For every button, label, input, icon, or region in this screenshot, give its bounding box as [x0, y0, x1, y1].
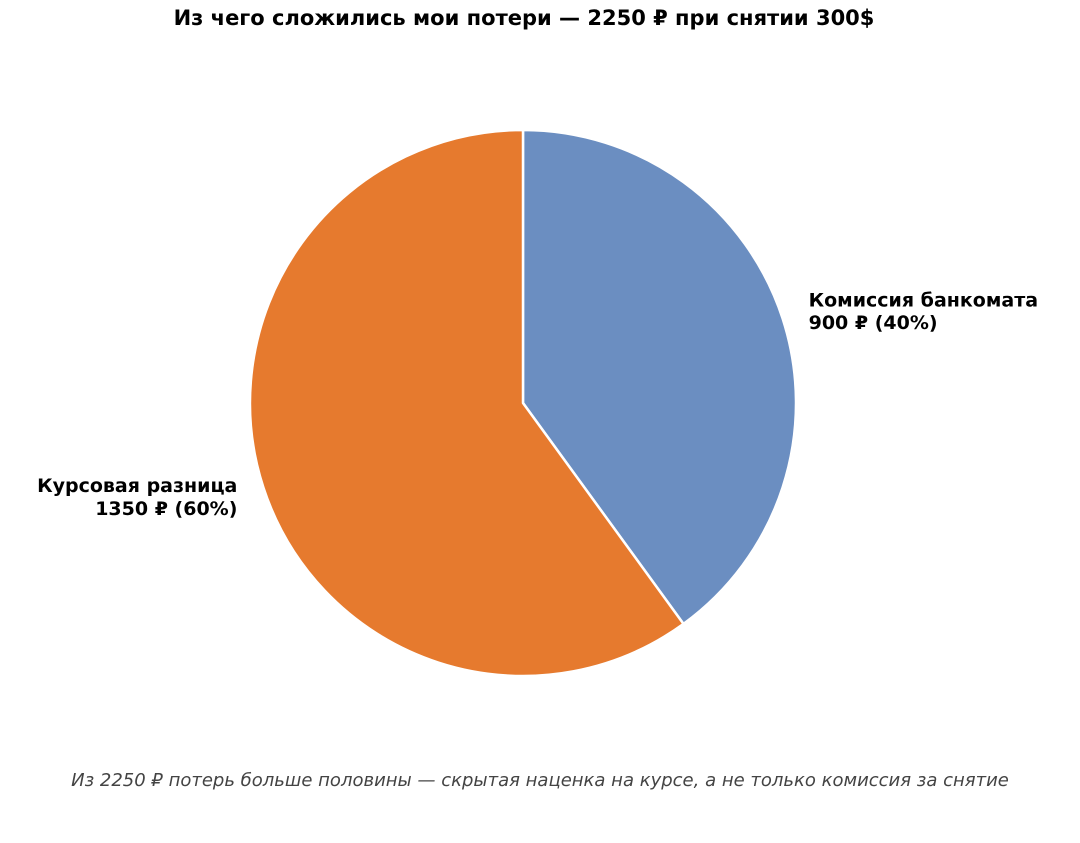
pie-label-name: Курсовая разница [37, 475, 237, 497]
pie-label-value: 1350 ₽ (60%) [95, 498, 237, 520]
chart-caption: Из 2250 ₽ потерь больше половины — скрыт… [71, 770, 1009, 791]
chart-title: Из чего сложились мои потери — 2250 ₽ пр… [173, 6, 875, 30]
pie-label-1: Курсовая разница 1350 ₽ (60%) [37, 475, 237, 520]
pie-label-value: 900 ₽ (40%) [809, 312, 938, 334]
pie-slice-1 [248, 128, 685, 678]
pie-labels: Комиссия банкомата 900 ₽ (40%) Курсовая ра… [37, 289, 1038, 519]
pie-slice-0 [521, 128, 798, 626]
pie-slices [248, 128, 798, 678]
pie-label-name: Комиссия банкомата [809, 289, 1038, 311]
pie-label-0: Комиссия банкомата 900 ₽ (40%) [809, 289, 1038, 334]
